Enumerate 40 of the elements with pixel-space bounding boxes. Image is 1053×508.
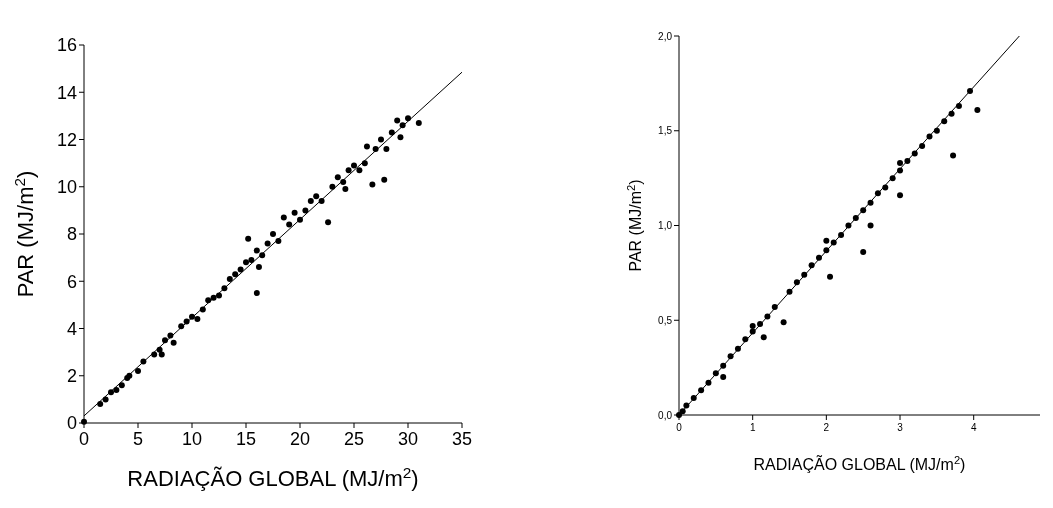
point — [950, 152, 957, 159]
point — [933, 127, 940, 134]
point — [827, 273, 834, 280]
x-tick-label: 5 — [132, 429, 144, 450]
y-tick-label: 2,0 — [658, 30, 673, 42]
point — [867, 222, 874, 229]
point — [897, 159, 904, 166]
point — [860, 249, 867, 256]
y-tick-label: 12 — [56, 129, 77, 150]
point — [823, 237, 830, 244]
y-tick-label: 4 — [66, 318, 77, 339]
y-tick-label: 10 — [56, 177, 77, 198]
point — [760, 334, 767, 341]
x-tick-label: 10 — [181, 429, 203, 450]
point — [897, 192, 904, 199]
x-tick-label: 35 — [451, 429, 473, 450]
x-tick-label: 3 — [897, 421, 904, 433]
y-tick-label: 0,0 — [658, 409, 673, 421]
point — [749, 322, 756, 329]
y-tick-label: 1,0 — [658, 220, 673, 231]
y-tick-label: 0,5 — [658, 314, 673, 326]
point — [780, 319, 787, 326]
x-tick-label: 20 — [289, 429, 311, 450]
point — [720, 374, 727, 381]
y-tick-label: 14 — [56, 82, 77, 103]
y-tick-label: 8 — [66, 224, 77, 245]
x-tick-label: 0 — [676, 421, 683, 433]
x-tick-label: 2 — [823, 421, 830, 433]
x-tick-label: 30 — [397, 429, 419, 450]
x-axis-title: RADIAÇÃO GLOBAL (MJ/m$^{2}$) — [127, 463, 419, 491]
x-tick-label: 1 — [749, 421, 756, 433]
x-tick-label: 25 — [343, 429, 365, 450]
x-tick-label: 4 — [970, 421, 977, 433]
point — [974, 106, 981, 113]
y-tick-label: 2 — [66, 366, 77, 387]
y-tick-label: 16 — [56, 35, 77, 56]
x-tick-label: 15 — [235, 429, 257, 450]
y-tick-label: 1,5 — [658, 125, 673, 137]
y-tick-label: 6 — [66, 271, 77, 292]
x-axis-title: RADIAÇÃO GLOBAL (MJ/m$^{2}$) — [753, 454, 966, 473]
